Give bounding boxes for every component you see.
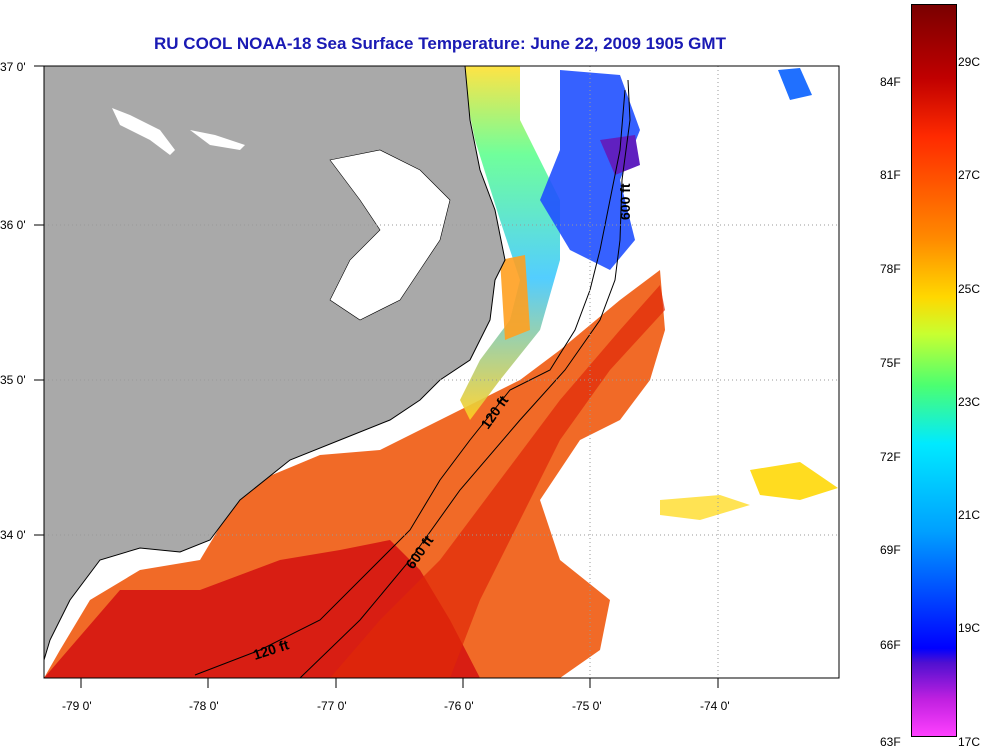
- colorbar-f-78: 78F: [880, 262, 901, 276]
- cool-patch-ne: [778, 68, 812, 100]
- axis-ticks: [34, 65, 719, 688]
- yellow-patch-east: [750, 462, 838, 500]
- map-title: RU COOL NOAA-18 Sea Surface Temperature:…: [154, 34, 726, 53]
- colorbar-f-84: 84F: [880, 75, 901, 89]
- lon-label-78: -78 0': [189, 699, 219, 713]
- lat-label-34: 34 0': [0, 528, 26, 542]
- lon-label-79: -79 0': [62, 699, 92, 713]
- lon-label-76: -76 0': [444, 699, 474, 713]
- lat-label-37: 37 0': [0, 60, 26, 74]
- warm-water-region: [44, 270, 665, 678]
- river-1: [112, 108, 175, 155]
- warm-inshore-patch: [500, 255, 530, 340]
- colorbar-f-75: 75F: [880, 356, 901, 370]
- yellow-patch-central: [660, 495, 750, 520]
- isobath-label-1: 600 ft: [617, 183, 633, 220]
- map-frame: [43, 65, 840, 679]
- river-2: [190, 130, 245, 150]
- colorbar-f-81: 81F: [880, 168, 901, 182]
- gulf-stream-front: [330, 285, 665, 678]
- lon-label-74: -74 0': [700, 699, 730, 713]
- colorbar-c-27: 27C: [958, 168, 981, 182]
- graticule: [44, 66, 839, 678]
- colorbar-c-21: 21C: [958, 508, 981, 522]
- colorbar-c-25: 25C: [958, 282, 981, 296]
- colorbar-f-72: 72F: [880, 450, 901, 464]
- colorbar-c-19: 19C: [958, 621, 981, 635]
- colorbar-c-23: 23C: [958, 395, 981, 409]
- colorbar: [911, 4, 957, 737]
- colorbar-f-66: 66F: [880, 638, 901, 652]
- isobath-600ft-line: [299, 79, 631, 678]
- colorbar-f-63: 63F: [880, 735, 901, 749]
- lon-label-75: -75 0': [572, 699, 602, 713]
- lon-label-77: -77 0': [317, 699, 347, 713]
- colorbar-f-69: 69F: [880, 543, 901, 557]
- colorbar-c-17: 17C: [958, 735, 981, 749]
- isobath-120ft-line: [194, 89, 626, 676]
- lat-label-36: 36 0': [0, 218, 26, 232]
- shelf-water-band: [460, 66, 560, 420]
- cold-water-core: [600, 135, 640, 175]
- colorbar-c-29: 29C: [958, 55, 981, 69]
- lat-label-35: 35 0': [0, 373, 26, 387]
- sound-water: [329, 149, 451, 321]
